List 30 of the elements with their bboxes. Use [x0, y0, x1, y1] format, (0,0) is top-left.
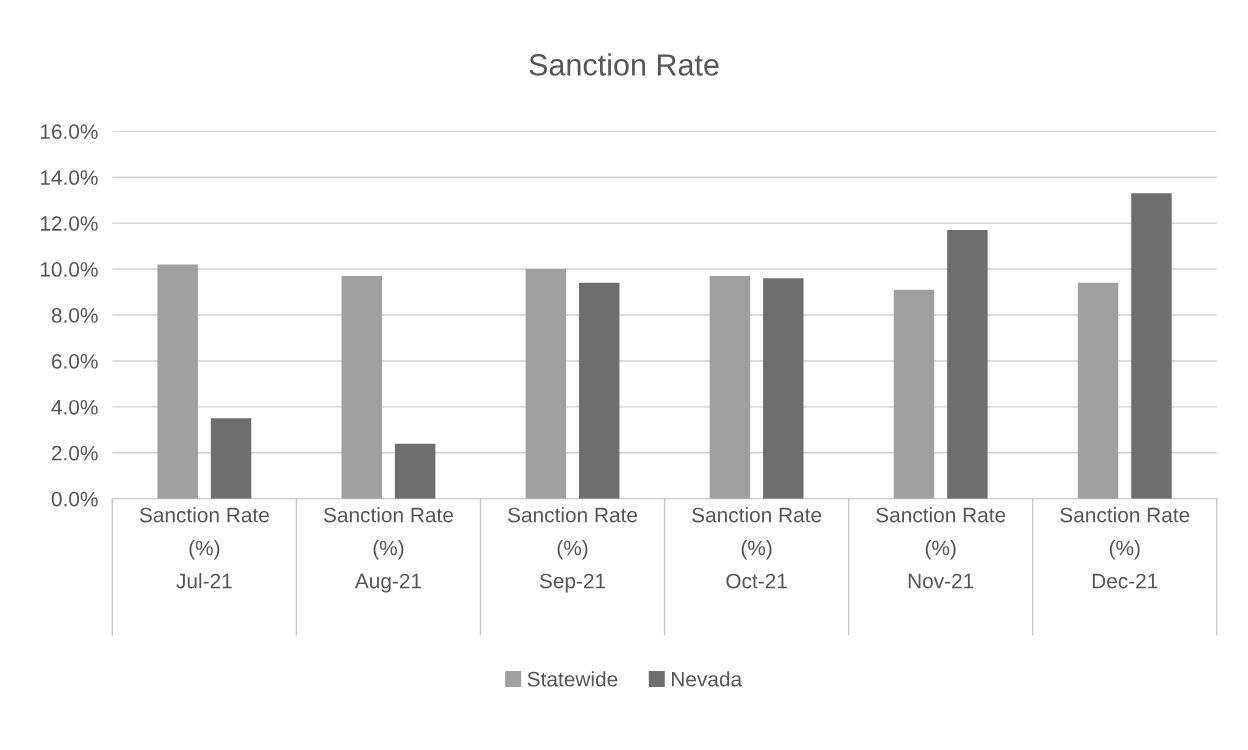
- x-tick-label: Sanction Rate (%) Aug-21: [323, 507, 453, 593]
- bar: [157, 264, 198, 499]
- y-tick-label: 10.0%: [40, 262, 98, 277]
- y-tick-label: 4.0%: [51, 399, 98, 415]
- chart-title: Sanction Rate: [529, 53, 719, 76]
- legend-label: Statewide: [527, 671, 618, 687]
- bar: [1131, 193, 1172, 499]
- y-tick-label: 0.0%: [51, 491, 98, 507]
- y-tick-label: 14.0%: [40, 170, 98, 185]
- bar: [893, 289, 935, 499]
- y-tick-label: 16.0%: [40, 124, 98, 139]
- bar: [525, 269, 567, 499]
- bar: [210, 418, 252, 499]
- x-tick-label: Sanction Rate (%) Nov-21: [876, 507, 1006, 589]
- y-tick-label: 8.0%: [51, 308, 98, 323]
- bar: [1077, 282, 1119, 499]
- x-tick-label: Sanction Rate (%) Dec-21: [1060, 507, 1190, 589]
- bar: [341, 275, 382, 499]
- bar: [763, 278, 804, 499]
- bar: [947, 230, 988, 499]
- legend-label: Nevada: [672, 671, 743, 687]
- y-tick-label: 12.0%: [40, 216, 98, 231]
- y-tick-label: 2.0%: [52, 445, 98, 461]
- bar: [709, 275, 751, 499]
- x-tick-label: Sanction Rate (%) Oct-21: [692, 507, 822, 589]
- y-tick-label: 6.0%: [52, 353, 98, 369]
- x-tick-label: Sanction Rate (%) Sep-21: [508, 507, 638, 593]
- bar: [394, 443, 436, 499]
- x-tick-label: Sanction Rate (%) Jul-21: [139, 507, 269, 589]
- bar: [578, 282, 620, 499]
